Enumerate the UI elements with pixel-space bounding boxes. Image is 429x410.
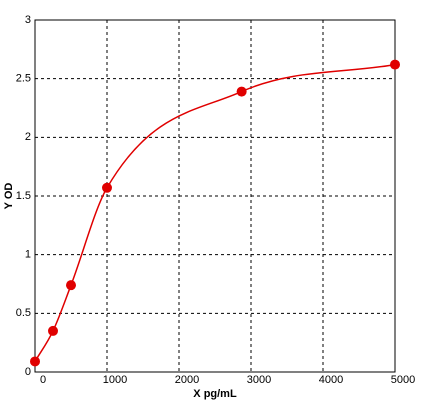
y-tick-label: 1 bbox=[25, 249, 31, 261]
x-tick-label: 0 bbox=[40, 374, 46, 386]
data-point bbox=[236, 86, 247, 97]
x-axis-label: X pg/mL bbox=[193, 388, 237, 400]
y-tick-label: 2 bbox=[25, 131, 31, 143]
y-axis-label: Y OD bbox=[3, 183, 15, 210]
y-tick-label: 1.5 bbox=[16, 190, 31, 202]
y-tick-label: 0 bbox=[25, 366, 31, 378]
x-tick-label: 3000 bbox=[247, 374, 271, 386]
y-tick-label: 3 bbox=[25, 14, 31, 26]
data-point bbox=[66, 280, 76, 291]
x-tick-label: 4000 bbox=[319, 374, 343, 386]
data-point bbox=[30, 356, 40, 367]
x-tick-label: 2000 bbox=[175, 374, 199, 386]
data-point bbox=[102, 182, 112, 193]
x-tick-label: 5000 bbox=[391, 374, 415, 386]
data-point bbox=[390, 59, 400, 70]
y-tick-label: 2.5 bbox=[16, 73, 31, 85]
plot-border bbox=[34, 19, 396, 373]
y-tick-label: 0.5 bbox=[16, 307, 31, 319]
x-tick-label: 1000 bbox=[103, 374, 127, 386]
data-point bbox=[48, 325, 58, 336]
